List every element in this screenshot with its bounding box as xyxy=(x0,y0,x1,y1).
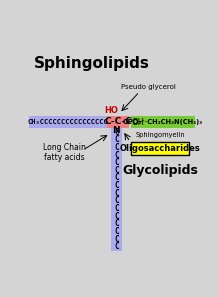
Text: Oligosaccharides: Oligosaccharides xyxy=(119,144,200,153)
Text: Pseudo glycerol: Pseudo glycerol xyxy=(121,84,176,90)
Text: C: C xyxy=(114,189,119,198)
Bar xyxy=(111,128,122,251)
Text: C: C xyxy=(114,235,119,244)
Text: C-C-C: C-C-C xyxy=(104,118,132,127)
Text: C: C xyxy=(114,219,119,228)
Text: C: C xyxy=(114,173,119,182)
Text: C: C xyxy=(114,143,119,152)
Text: Glycolipids: Glycolipids xyxy=(123,164,199,177)
Bar xyxy=(131,116,194,128)
Text: Sphingolipids: Sphingolipids xyxy=(34,56,149,71)
Text: C: C xyxy=(114,128,119,137)
Bar xyxy=(107,116,129,128)
Text: C: C xyxy=(114,227,119,236)
Text: OPO₃⁻·CH₂CH₂N(CH₃)₃: OPO₃⁻·CH₂CH₂N(CH₃)₃ xyxy=(123,119,203,125)
Text: C: C xyxy=(114,166,119,175)
Text: C: C xyxy=(114,212,119,221)
Text: C: C xyxy=(114,196,119,206)
Text: CH₃CCCCCCCCCCCCCCCC: CH₃CCCCCCCCCCCCCCCC xyxy=(27,119,108,125)
Text: OH: OH xyxy=(131,118,144,127)
Text: C: C xyxy=(114,151,119,159)
Bar xyxy=(29,116,107,128)
Text: C: C xyxy=(114,242,119,251)
Text: C: C xyxy=(114,135,119,144)
Text: HO: HO xyxy=(104,106,118,115)
Text: Long Chain
fatty acids: Long Chain fatty acids xyxy=(43,143,86,162)
Text: Sphingomyelin: Sphingomyelin xyxy=(136,132,186,138)
Text: C: C xyxy=(114,181,119,190)
Text: N: N xyxy=(112,126,120,135)
Text: C: C xyxy=(114,204,119,213)
Bar xyxy=(131,142,189,154)
Text: C: C xyxy=(114,158,119,167)
